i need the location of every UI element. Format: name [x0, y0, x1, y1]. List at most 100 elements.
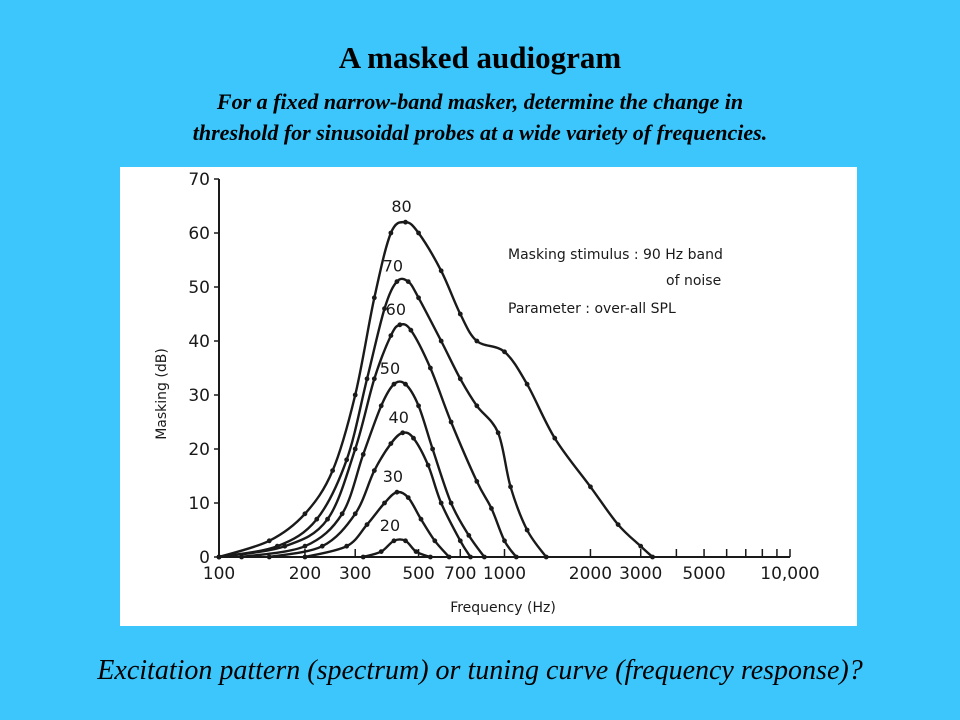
data-point — [552, 435, 558, 441]
data-point — [388, 230, 394, 236]
data-point — [302, 543, 308, 549]
data-point — [314, 516, 320, 522]
data-point — [360, 452, 366, 457]
data-point — [319, 543, 325, 549]
data-point — [405, 279, 411, 284]
series-label-60: 60 — [386, 300, 406, 319]
series-curve-50 — [241, 380, 486, 559]
data-point — [418, 516, 424, 522]
data-point — [371, 295, 377, 301]
data-point — [588, 484, 593, 490]
data-point — [468, 554, 473, 560]
data-point — [430, 446, 436, 452]
series-label-80: 80 — [391, 197, 411, 216]
x-axis-label: Frequency (Hz) — [450, 600, 556, 616]
data-point — [266, 554, 272, 560]
data-point — [302, 511, 308, 517]
y-tick-label: 50 — [188, 278, 210, 298]
data-point — [352, 511, 358, 517]
slide-subtitle: For a fixed narrow-band masker, determin… — [60, 86, 900, 148]
data-point — [364, 376, 370, 382]
data-point — [403, 538, 408, 544]
data-point — [524, 527, 530, 533]
data-point — [508, 484, 513, 490]
x-tick-label: 200 — [289, 564, 321, 584]
data-point — [502, 349, 507, 355]
data-point — [448, 500, 454, 506]
data-point — [400, 430, 406, 436]
data-point — [391, 381, 397, 387]
data-point — [388, 441, 394, 446]
data-point — [446, 554, 452, 560]
x-tick-label: 3000 — [619, 564, 662, 584]
data-point — [448, 419, 454, 425]
data-point — [413, 549, 419, 554]
data-point — [457, 376, 463, 382]
data-point — [457, 538, 463, 544]
data-point — [339, 511, 345, 517]
data-point — [391, 538, 397, 544]
data-point — [438, 268, 444, 274]
data-point — [416, 403, 421, 409]
y-tick-label: 20 — [188, 440, 210, 460]
masked-audiogram-chart: 0 10 20 30 40 50 60 70 100 200 300 500 700 1000 2000 30… — [154, 170, 820, 616]
data-point — [408, 327, 414, 333]
data-point — [502, 538, 507, 544]
data-point — [403, 219, 408, 225]
series-curve-20 — [362, 538, 431, 559]
data-point — [397, 322, 403, 328]
chart-panel: 0 10 20 30 40 50 60 70 100 200 300 500 700 1000 2000 30… — [120, 167, 857, 626]
data-point — [403, 381, 408, 387]
data-point — [394, 489, 400, 495]
data-point — [371, 468, 377, 473]
data-point — [382, 306, 387, 311]
data-point — [344, 543, 350, 549]
data-point — [427, 365, 433, 371]
data-point — [427, 554, 433, 560]
data-point — [425, 462, 431, 468]
y-tick-label: 30 — [188, 386, 210, 406]
y-tick-label: 60 — [188, 224, 210, 244]
series-curve-80 — [218, 220, 654, 559]
data-point — [411, 435, 416, 441]
x-tick-label: 100 — [203, 564, 235, 584]
data-point — [239, 554, 245, 560]
x-tick-label: 300 — [339, 564, 371, 584]
data-point — [382, 500, 387, 506]
slide-caption: Excitation pattern (spectrum) or tuning … — [97, 655, 863, 686]
data-point — [474, 403, 480, 409]
data-point — [524, 381, 530, 387]
series-curve-70 — [218, 277, 548, 559]
data-point — [513, 554, 519, 560]
data-point — [378, 403, 384, 409]
subtitle-line-2: threshold for sinusoidal probes at a wid… — [192, 120, 768, 145]
data-point — [650, 554, 655, 560]
data-point — [438, 500, 444, 506]
data-point — [371, 376, 377, 382]
data-point — [489, 506, 494, 511]
data-point — [388, 333, 394, 338]
series-label-40: 40 — [389, 408, 409, 427]
x-tick-label: 1000 — [483, 564, 526, 584]
data-point — [378, 549, 384, 554]
data-point — [495, 430, 501, 436]
legend-line: Parameter : over-all SPL — [508, 301, 676, 317]
x-tick-label: 700 — [444, 564, 476, 584]
data-point — [364, 522, 370, 527]
slide-title: A masked audiogram — [338, 40, 622, 75]
data-point — [394, 279, 400, 284]
data-point — [344, 457, 350, 463]
series-label-50: 50 — [380, 359, 400, 378]
x-tick-label: 500 — [402, 564, 434, 584]
data-point — [543, 554, 549, 560]
series-label-30: 30 — [383, 467, 403, 486]
data-point — [282, 543, 288, 549]
x-tick-label: 2000 — [569, 564, 612, 584]
data-point — [474, 338, 480, 344]
y-axis-label: Masking (dB) — [154, 348, 170, 440]
data-point — [481, 554, 487, 560]
y-tick-label: 70 — [188, 170, 210, 190]
data-point — [638, 543, 644, 549]
series-label-20: 20 — [380, 516, 400, 535]
data-point — [302, 554, 308, 560]
